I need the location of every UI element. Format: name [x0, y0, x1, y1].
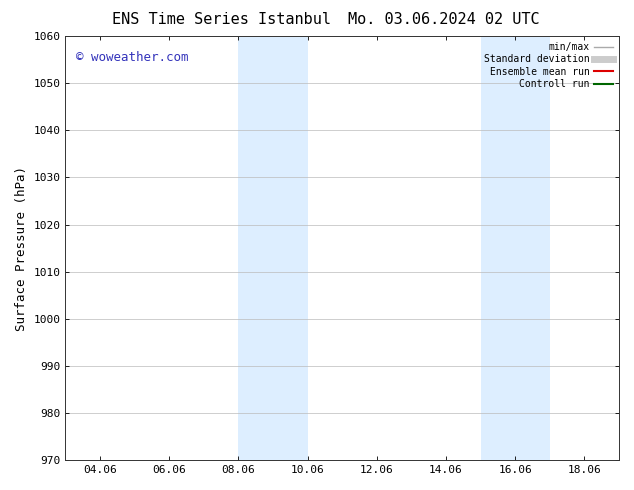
Text: © woweather.com: © woweather.com — [77, 51, 189, 64]
Bar — [238, 36, 307, 460]
Text: ENS Time Series Istanbul: ENS Time Series Istanbul — [112, 12, 332, 27]
Legend: min/max, Standard deviation, Ensemble mean run, Controll run: min/max, Standard deviation, Ensemble me… — [480, 38, 617, 93]
Bar — [481, 36, 550, 460]
Text: Mo. 03.06.2024 02 UTC: Mo. 03.06.2024 02 UTC — [348, 12, 540, 27]
Y-axis label: Surface Pressure (hPa): Surface Pressure (hPa) — [15, 166, 28, 331]
